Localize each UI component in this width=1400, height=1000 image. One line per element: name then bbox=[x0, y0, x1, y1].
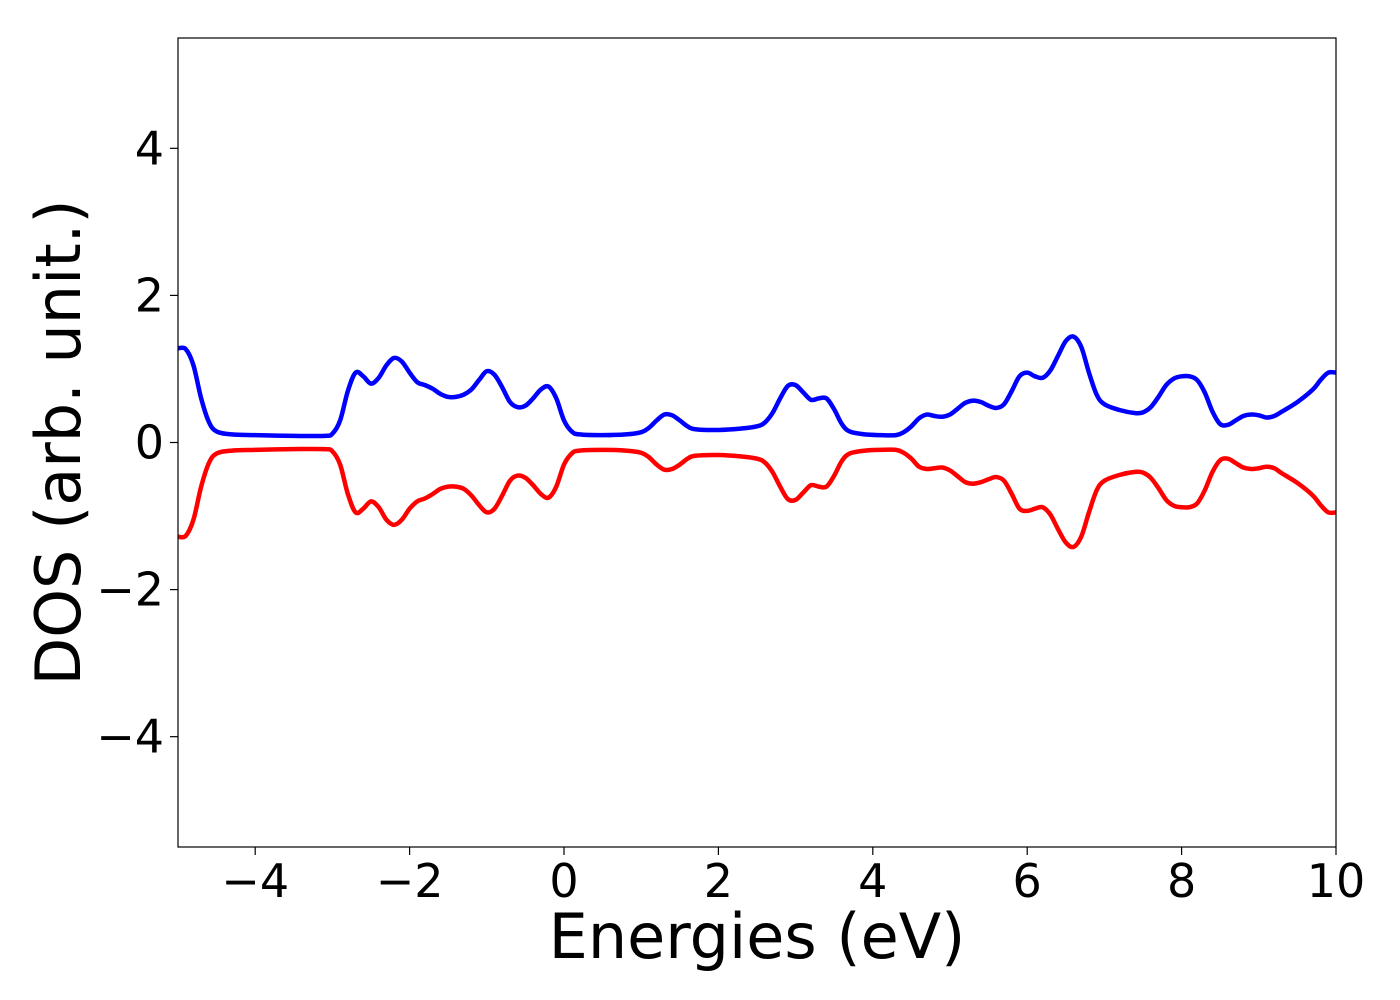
x-tick-label: 6 bbox=[1013, 854, 1042, 908]
y-tick-label: −4 bbox=[96, 710, 164, 764]
y-tick-label: 0 bbox=[135, 416, 164, 470]
y-tick-label: 2 bbox=[135, 268, 164, 322]
series-line-blue bbox=[178, 334, 1336, 439]
plot-frame bbox=[177, 37, 1337, 848]
y-axis-label: DOS (arb. unit.) bbox=[22, 199, 95, 685]
x-tick-label: 8 bbox=[1167, 854, 1196, 908]
y-tick-label: −2 bbox=[96, 563, 164, 617]
x-tick-label: −4 bbox=[221, 854, 289, 908]
series-layer bbox=[178, 334, 1336, 550]
ticks-layer: −4 −2 0 2 4 6 8 10 −4 −2 0 2 4 bbox=[96, 121, 1365, 908]
x-tick-label: 2 bbox=[704, 854, 733, 908]
y-tick-label: 4 bbox=[135, 121, 164, 175]
x-tick-label: −2 bbox=[376, 854, 444, 908]
x-tick-label: 10 bbox=[1307, 854, 1366, 908]
x-axis-label: Energies (eV) bbox=[549, 900, 966, 973]
x-tick-label: 4 bbox=[858, 854, 887, 908]
x-tick-label: 0 bbox=[549, 854, 578, 908]
series-line-red bbox=[178, 446, 1336, 550]
